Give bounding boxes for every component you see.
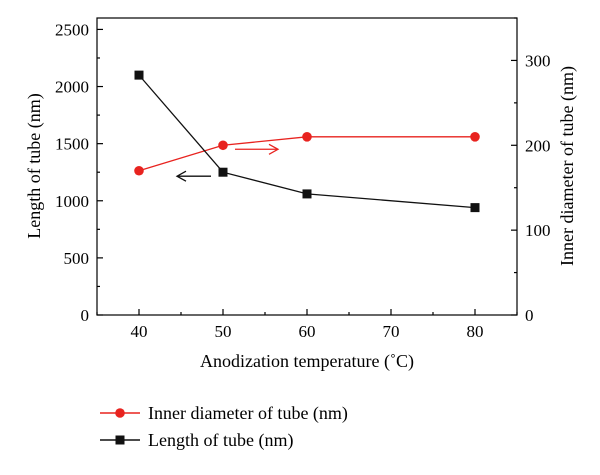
y-left-tick-label: 1000 xyxy=(55,192,89,211)
data-point xyxy=(218,140,228,151)
legend-item-length: Length of tube (nm) xyxy=(100,430,293,451)
x-tick-label: 40 xyxy=(131,322,148,341)
x-tick-label: 80 xyxy=(467,322,484,341)
data-point xyxy=(470,132,480,142)
arrow-head xyxy=(268,143,280,155)
series-line xyxy=(138,136,475,172)
legend-swatch-marker xyxy=(115,435,125,445)
y-left-tick-label: 0 xyxy=(81,306,90,325)
x-axis-ticks: 40 50 60 70 80 xyxy=(96,309,518,341)
arrow-head xyxy=(175,170,187,182)
y-right-tick-label: 100 xyxy=(525,221,551,240)
data-point xyxy=(134,70,144,80)
data-point xyxy=(134,165,144,176)
y-left-axis-ticks: 0 500 1000 1500 2000 2500 xyxy=(55,20,103,325)
legend-label: Inner diameter of tube (nm) xyxy=(148,403,348,424)
data-point xyxy=(302,189,312,199)
x-tick-label: 70 xyxy=(383,322,400,341)
y-left-axis-title: Length of tube (nm) xyxy=(24,93,45,238)
y-right-tick-label: 0 xyxy=(525,306,534,325)
legend-label: Length of tube (nm) xyxy=(148,430,293,451)
y-left-tick-label: 1500 xyxy=(55,135,89,154)
x-tick-label: 50 xyxy=(215,322,232,341)
y-right-tick-label: 200 xyxy=(525,136,551,155)
legend-swatch-marker xyxy=(115,408,125,418)
legend: Inner diameter of tube (nm) Length of tu… xyxy=(100,403,348,451)
data-point xyxy=(302,132,312,142)
x-axis-title: Anodization temperature (˚C) xyxy=(200,351,414,372)
data-point xyxy=(470,203,480,213)
plot-frame xyxy=(96,17,518,316)
annotation-layer xyxy=(175,143,280,182)
x-tick-label: 60 xyxy=(299,322,316,341)
series-layer xyxy=(134,70,480,213)
y-left-tick-label: 500 xyxy=(64,249,90,268)
y-right-axis-ticks: 0 100 200 300 xyxy=(511,17,551,325)
y-left-tick-label: 2000 xyxy=(55,78,89,97)
data-point xyxy=(218,167,228,177)
series-line xyxy=(138,74,476,209)
y-right-tick-label: 300 xyxy=(525,51,551,70)
y-left-tick-label: 2500 xyxy=(55,20,89,39)
legend-item-inner-diameter: Inner diameter of tube (nm) xyxy=(100,403,348,424)
y-right-axis-title: Inner diameter of tube (nm) xyxy=(557,66,578,266)
